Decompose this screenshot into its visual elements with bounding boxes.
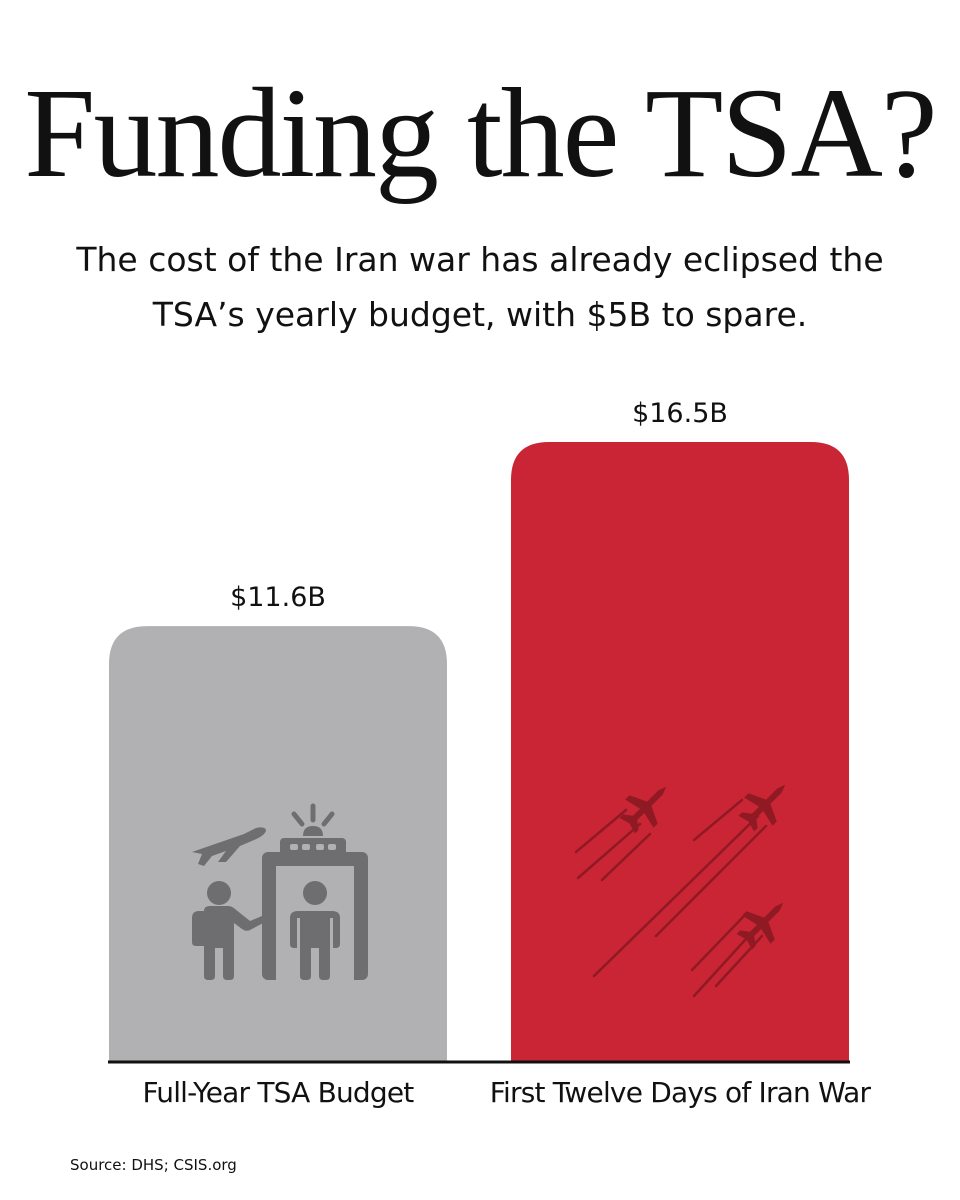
jet-trails (574, 798, 768, 998)
labels-layer: $11.6B Full-Year TSA Budget $16.5B First Tw… (142, 398, 872, 1109)
source-note: Source: DHS; CSIS.org (70, 1156, 237, 1174)
bars-layer (109, 442, 849, 1062)
value-label: $11.6B (230, 582, 326, 613)
chart-subtitle: The cost of the Iran war has already ecl… (76, 240, 884, 334)
value-label: $16.5B (632, 398, 728, 429)
airport-security-icon (192, 803, 368, 980)
person-icon (290, 881, 340, 980)
chart-title: Funding the TSA? (24, 62, 937, 204)
category-label: Full-Year TSA Budget (142, 1076, 414, 1109)
jet-icon (738, 784, 786, 832)
icons-layer (192, 784, 786, 998)
jet-icon (736, 902, 784, 950)
category-label: First Twelve Days of Iran War (490, 1076, 872, 1109)
fighter-jets-icon (574, 784, 786, 998)
person-icon (192, 881, 265, 980)
jet-icon (619, 786, 667, 834)
bar-0 (109, 626, 447, 1062)
plane-icon (192, 827, 266, 866)
bar-1 (511, 442, 849, 1062)
